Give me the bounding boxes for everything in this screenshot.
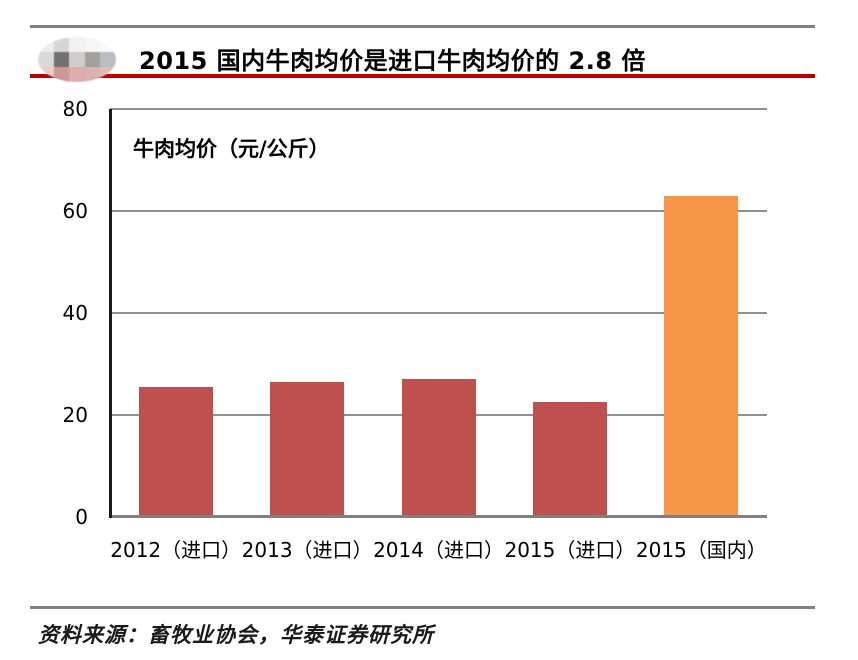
logo-mosaic-cell (100, 52, 116, 67)
y-tick-label-60: 60 (62, 199, 88, 223)
gridline-80 (110, 108, 767, 110)
y-tick-label-80: 80 (62, 97, 88, 121)
bar-cell-2015（进口） (504, 109, 635, 517)
y-tick-label-20: 20 (62, 403, 88, 427)
title-underline (30, 74, 815, 78)
gridline-40 (110, 312, 767, 314)
logo-mosaic-cell (84, 67, 101, 82)
bar-cell-2015（国内） (636, 109, 767, 517)
bar-cell-2014（进口） (373, 109, 504, 517)
bars (110, 109, 767, 517)
logo-mosaic-cell (84, 52, 101, 67)
brand-logo (38, 37, 116, 82)
bar-cell-2013（进口） (241, 109, 372, 517)
x-label-2014（进口）: 2014（进口） (373, 538, 504, 562)
source-note: 资料来源：畜牧业协会，华泰证券研究所 (38, 622, 434, 647)
bar-cell-2012（进口） (110, 109, 241, 517)
beef-price-bar-chart: 0 20 40 60 80 牛肉均价（元/公斤） 2012（进口） 2013（进口） 201… (0, 97, 767, 563)
x-label-2012（进口）: 2012（进口） (110, 538, 242, 562)
y-tick-label-40: 40 (62, 301, 88, 325)
logo-mosaic-cell (53, 52, 70, 67)
logo-mosaic-cell (69, 52, 85, 67)
x-label-2015（国内）: 2015（国内） (635, 538, 767, 562)
y-axis-line (109, 109, 112, 518)
x-axis-baseline (110, 515, 767, 518)
y-axis-tick-labels: 0 20 40 60 80 (0, 97, 88, 529)
logo-mosaic-cell (53, 67, 70, 82)
footer-divider (30, 606, 815, 609)
bar-2012（进口） (138, 386, 213, 517)
top-divider (30, 25, 815, 28)
page-title: 2015 国内牛肉均价是进口牛肉均价的 2.8 倍 (139, 47, 646, 75)
logo-mosaic-cell (38, 52, 54, 67)
plot-area: 牛肉均价（元/公斤） (109, 108, 767, 518)
y-tick-label-0: 0 (75, 505, 88, 529)
bar-2015（国内） (664, 195, 739, 517)
gridline-60 (110, 210, 767, 212)
x-axis-category-labels: 2012（进口） 2013（进口） 2014（进口） 2015（进口） 2015（国内） (110, 534, 767, 563)
chart-axis-title: 牛肉均价（元/公斤） (133, 137, 330, 161)
x-label-2015（进口）: 2015（进口） (504, 538, 636, 562)
bar-2015（进口） (532, 402, 607, 517)
logo-mosaic-cell (84, 37, 101, 52)
x-label-2013（进口）: 2013（进口） (241, 538, 373, 562)
logo-mosaic-cell (69, 67, 85, 82)
logo-mosaic-cell (69, 37, 85, 52)
bar-2014（进口） (401, 379, 476, 517)
bar-2013（进口） (270, 381, 345, 517)
logo-mosaic-cell (53, 37, 70, 52)
